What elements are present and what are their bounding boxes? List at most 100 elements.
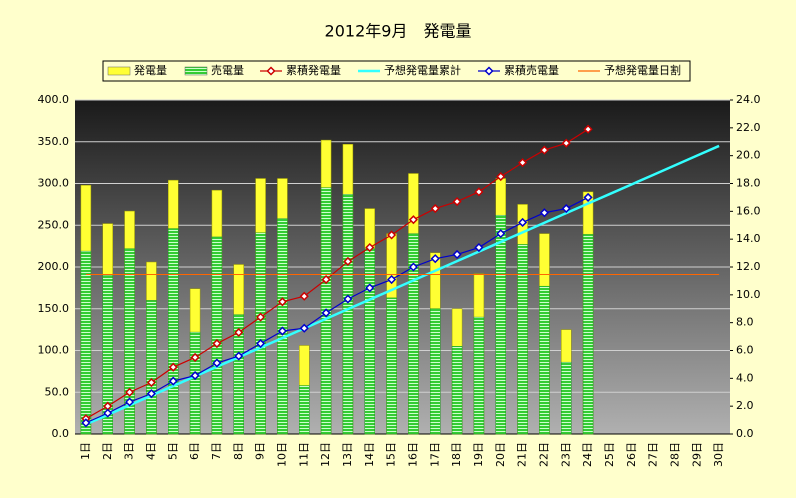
y2-tick-label: 8.0 xyxy=(736,316,754,329)
bar xyxy=(277,218,288,435)
marker xyxy=(190,370,200,381)
x-tick-label: 5日 xyxy=(166,442,179,460)
marker xyxy=(452,197,462,207)
x-tick-label: 8日 xyxy=(232,442,245,460)
x-tick-label: 12日 xyxy=(319,442,332,467)
marker xyxy=(539,145,549,155)
marker xyxy=(299,323,309,333)
bar xyxy=(124,248,135,435)
marker xyxy=(496,171,506,182)
bar xyxy=(517,244,528,435)
bar xyxy=(146,300,157,435)
x-tick-label: 10日 xyxy=(275,442,288,467)
marker xyxy=(539,208,549,218)
marker xyxy=(518,217,528,228)
marker xyxy=(474,187,484,197)
marker xyxy=(168,362,178,372)
marker xyxy=(365,283,375,293)
bar xyxy=(495,214,506,435)
marker xyxy=(561,138,571,148)
marker xyxy=(277,326,287,336)
marker xyxy=(234,327,244,337)
bar xyxy=(451,346,463,435)
x-tick-label: 27日 xyxy=(647,442,660,467)
x-tick-label: 22日 xyxy=(537,442,550,467)
x-tick-label: 25日 xyxy=(603,442,616,467)
marker xyxy=(125,397,135,407)
legend-swatch xyxy=(184,66,208,76)
marker xyxy=(561,203,571,214)
marker xyxy=(190,352,200,363)
x-tick-label: 1日 xyxy=(79,442,92,460)
x-tick-label: 30日 xyxy=(712,442,725,467)
y2-tick-label: 4.0 xyxy=(736,371,754,384)
y2-tick-label: 24.0 xyxy=(736,93,761,106)
legend-marker xyxy=(266,66,276,76)
bar xyxy=(102,275,113,435)
marker xyxy=(343,256,353,266)
marker xyxy=(321,274,331,285)
x-tick-label: 23日 xyxy=(559,442,572,467)
marker xyxy=(583,124,593,134)
x-tick-label: 6日 xyxy=(188,442,201,460)
bar xyxy=(342,194,354,435)
y2-tick-label: 10.0 xyxy=(736,288,761,301)
x-tick-label: 29日 xyxy=(690,442,703,467)
bar xyxy=(408,233,419,435)
marker xyxy=(103,408,113,418)
x-tick-label: 7日 xyxy=(210,442,223,460)
bar xyxy=(168,228,179,435)
bar xyxy=(561,361,572,435)
marker xyxy=(256,312,266,322)
marker xyxy=(387,274,397,285)
x-tick-label: 19日 xyxy=(472,442,485,467)
bar xyxy=(582,234,594,435)
legend-label: 売電量 xyxy=(211,64,244,77)
marker xyxy=(387,230,397,240)
bar xyxy=(255,232,266,435)
x-tick-label: 20日 xyxy=(494,442,507,467)
y2-tick-label: 20.0 xyxy=(736,149,761,162)
y-tick-label: 100.0 xyxy=(38,344,70,357)
y2-tick-label: 14.0 xyxy=(736,232,761,245)
x-tick-label: 24日 xyxy=(581,442,594,467)
marker xyxy=(408,215,418,225)
y2-tick-label: 6.0 xyxy=(736,344,754,357)
bar xyxy=(211,236,223,435)
y2-tick-label: 16.0 xyxy=(736,204,761,217)
marker xyxy=(452,249,462,260)
marker xyxy=(256,338,266,349)
marker xyxy=(277,297,287,307)
x-tick-label: 21日 xyxy=(516,442,529,467)
y-tick-label: 250.0 xyxy=(38,218,70,231)
marker xyxy=(146,377,156,388)
legend-marker xyxy=(484,66,494,76)
legend-swatch xyxy=(107,66,131,76)
line xyxy=(85,144,720,426)
legend-label: 予想発電量累計 xyxy=(384,63,461,77)
line xyxy=(85,196,589,424)
y2-tick-label: 0.0 xyxy=(736,427,754,440)
bar xyxy=(233,314,244,435)
y-tick-label: 300.0 xyxy=(38,177,70,190)
marker xyxy=(299,291,309,301)
marker xyxy=(234,351,244,361)
marker xyxy=(408,262,418,272)
y-tick-label: 0.0 xyxy=(52,427,70,440)
y2-tick-label: 18.0 xyxy=(736,177,761,190)
x-tick-label: 2日 xyxy=(101,442,114,460)
legend-label: 予想発電量日割 xyxy=(604,63,681,77)
marker xyxy=(321,308,331,318)
bar xyxy=(386,297,397,435)
marker xyxy=(430,203,440,214)
legend-label: 発電量 xyxy=(134,63,167,77)
legend-label: 累積発電量 xyxy=(286,63,341,77)
x-tick-label: 13日 xyxy=(341,442,354,467)
marker xyxy=(430,254,440,264)
x-tick-label: 15日 xyxy=(385,442,398,467)
y2-tick-label: 2.0 xyxy=(736,399,754,412)
marker xyxy=(365,242,375,253)
x-tick-label: 9日 xyxy=(254,442,267,460)
y-tick-label: 400.0 xyxy=(38,93,70,106)
y-tick-label: 50.0 xyxy=(45,385,70,398)
